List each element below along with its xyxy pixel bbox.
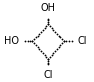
Text: HO: HO (4, 36, 19, 46)
Text: Cl: Cl (77, 36, 87, 46)
Text: Cl: Cl (43, 70, 53, 80)
Text: OH: OH (41, 3, 56, 13)
